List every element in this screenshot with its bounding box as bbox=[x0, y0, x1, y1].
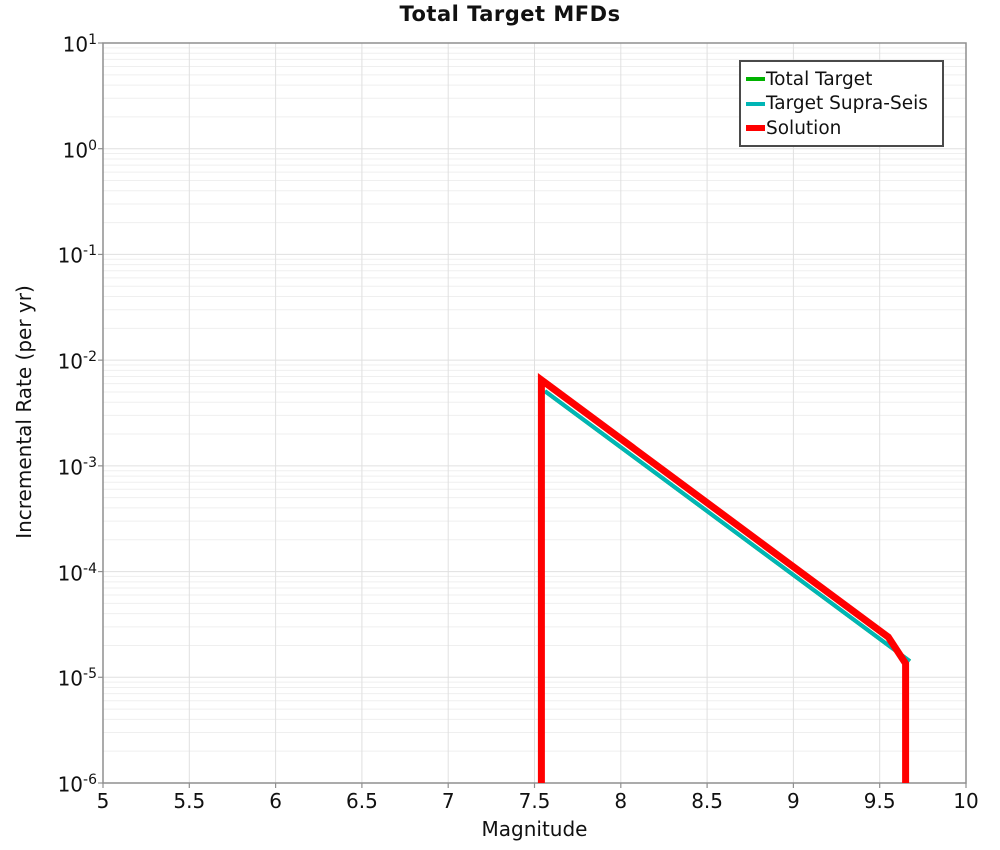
legend-item-total-target: Total Target bbox=[746, 67, 938, 91]
x-tick-label: 6.5 bbox=[345, 789, 378, 813]
y-tick-label: 10-6 bbox=[57, 772, 97, 797]
series-line-solution bbox=[537, 372, 910, 783]
y-tick-label: 10-4 bbox=[57, 560, 97, 586]
legend-swatch-total-target bbox=[746, 77, 765, 81]
x-tick-label: 5 bbox=[96, 789, 110, 813]
y-tick-label: 10-3 bbox=[57, 454, 97, 480]
plot-frame bbox=[102, 42, 967, 784]
y-tick-label: 101 bbox=[62, 32, 97, 57]
x-tick-label: 7 bbox=[441, 789, 455, 813]
legend-label-total-target: Total Target bbox=[766, 68, 873, 90]
x-axis-title: Magnitude bbox=[481, 817, 588, 841]
legend-label-target-supra-seis: Target Supra-Seis bbox=[766, 93, 928, 114]
y-tick-label: 10-5 bbox=[57, 666, 97, 691]
x-tick-label: 8 bbox=[614, 789, 628, 813]
x-tick-label: 9 bbox=[787, 789, 800, 813]
x-tick-label: 6 bbox=[269, 789, 282, 813]
y-tick-label: 100 bbox=[62, 137, 97, 163]
y-tick-label: 10-2 bbox=[57, 349, 97, 374]
x-tick-label: 5.5 bbox=[173, 789, 206, 813]
x-tick-label: 10 bbox=[953, 789, 979, 813]
legend-swatch-solution bbox=[746, 125, 765, 131]
y-axis-title: Incremental Rate (per yr) bbox=[12, 285, 36, 539]
x-tick-label: 9.5 bbox=[863, 789, 896, 813]
legend-label-solution: Solution bbox=[766, 117, 842, 139]
series-line-target-supra-seis bbox=[543, 389, 912, 663]
legend-box: Total Target Target Supra-Seis Solution bbox=[739, 60, 944, 147]
legend-item-solution: Solution bbox=[746, 116, 938, 140]
legend-swatch-target-supra-seis bbox=[746, 101, 765, 106]
x-tick-label: 8.5 bbox=[691, 789, 723, 813]
chart-title: Total Target MFDs bbox=[399, 2, 621, 26]
x-tick-label: 7.5 bbox=[518, 789, 551, 813]
legend-item-target-supra-seis: Target Supra-Seis bbox=[746, 92, 938, 116]
y-tick-label: 10-1 bbox=[57, 243, 97, 269]
